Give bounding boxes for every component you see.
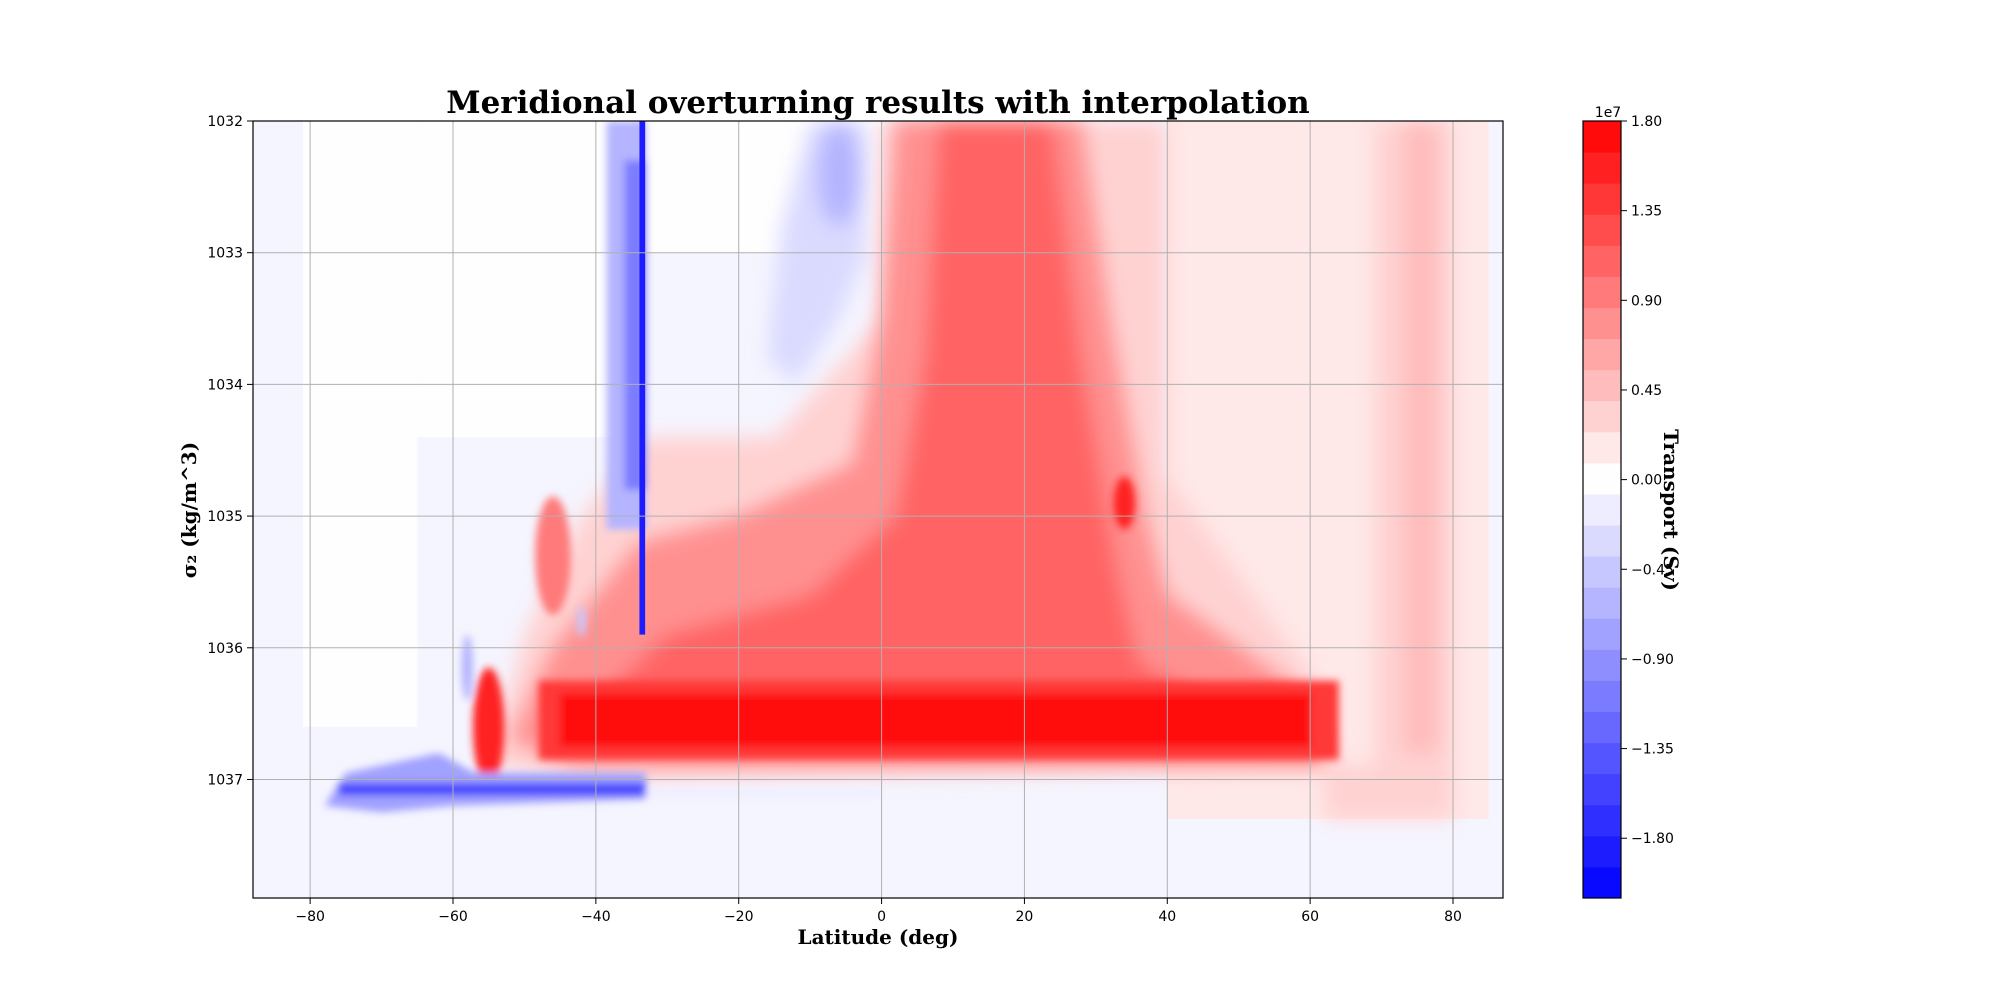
colorbar-level	[1583, 680, 1621, 713]
y-axis-ticks: 1032 1033 1034 1035 1036 1037	[207, 114, 253, 788]
colorbar-level	[1583, 152, 1621, 184]
x-tick-label: −20	[724, 909, 754, 925]
colorbar-level	[1583, 338, 1621, 371]
colorbar-ticks: 1.80 1.35 0.90 0.45 0.00 −0.45 −0.90 −1.35 −1.80	[1621, 114, 1674, 847]
x-tick-label: 0	[877, 909, 886, 925]
colorbar-tick-label: 1.35	[1631, 204, 1662, 220]
y-tick-label: 1035	[207, 509, 243, 525]
colorbar-tick-label: −0.45	[1631, 562, 1674, 578]
red-spot-45s	[535, 496, 571, 615]
colorbar-level	[1583, 618, 1621, 650]
x-axis-ticks: −80 −60 −40 −20 0 20 40 60 80	[295, 898, 1462, 925]
blue-spot-58s	[461, 634, 473, 701]
northern-red-band-core	[1403, 121, 1439, 754]
colorbar-level	[1583, 493, 1621, 526]
colorbar-frame	[1582, 120, 1622, 899]
y-tick-label: 1034	[207, 377, 243, 393]
colorbar-level	[1583, 400, 1621, 433]
red-spot-55s	[473, 667, 505, 787]
colorbar-level	[1583, 307, 1621, 340]
colorbar-level	[1583, 276, 1621, 308]
x-tick-label: 60	[1301, 909, 1319, 925]
colorbar-level	[1583, 214, 1621, 246]
band-faint-blue	[417, 121, 632, 438]
colorbar-level	[1583, 431, 1621, 464]
colorbar-label: Transport (Sv)	[1659, 429, 1683, 591]
colorbar-level	[1583, 711, 1621, 744]
vertical-blue-core	[639, 121, 646, 635]
x-axis-label: Latitude (deg)	[798, 925, 959, 949]
x-tick-label: 40	[1158, 909, 1176, 925]
colorbar-level	[1583, 804, 1621, 837]
plot-frame	[252, 120, 1504, 899]
southern-blue-core	[338, 783, 646, 796]
x-tick-label: −80	[295, 909, 325, 925]
colorbar-level	[1583, 587, 1621, 619]
x-tick-label: −60	[438, 909, 468, 925]
southern-blue-tail	[645, 790, 882, 797]
x-tick-label: 80	[1444, 909, 1462, 925]
colorbar-tick-label: −1.80	[1631, 831, 1674, 847]
colorbar-level	[1583, 773, 1621, 806]
x-tick-label: 20	[1016, 909, 1034, 925]
colorbar	[1583, 121, 1621, 899]
colorbar-level	[1583, 462, 1621, 495]
colorbar-tick-label: 1.80	[1631, 114, 1662, 130]
red-deep-core-max	[560, 693, 1311, 747]
colorbar-level	[1583, 369, 1621, 402]
y-tick-label: 1037	[207, 772, 243, 788]
colorbar-tick-label: −0.90	[1631, 652, 1674, 668]
colorbar-level	[1583, 742, 1621, 775]
colorbar-level	[1583, 121, 1621, 153]
colorbar-tick-label: 0.00	[1631, 473, 1662, 489]
colorbar-level	[1583, 866, 1621, 899]
contour-field	[303, 121, 1489, 819]
colorbar-level	[1583, 245, 1621, 277]
colorbar-tick-label: 0.90	[1631, 293, 1662, 309]
y-tick-label: 1036	[207, 641, 243, 657]
blue-spot-42s	[577, 605, 586, 638]
colorbar-level	[1583, 525, 1621, 557]
colorbar-level	[1583, 556, 1621, 588]
colorbar-level	[1583, 835, 1621, 868]
y-tick-label: 1032	[207, 114, 243, 130]
southern-blue-outer	[324, 753, 646, 813]
colorbar-level	[1583, 183, 1621, 215]
chart-title: Meridional overturning results with inte…	[446, 85, 1309, 121]
red-spot-35n	[1113, 476, 1136, 530]
colorbar-tick-label: −1.35	[1631, 742, 1674, 758]
x-tick-label: −40	[581, 909, 611, 925]
y-axis-label: σ₂ (kg/m^3)	[177, 442, 201, 578]
colorbar-multiplier: 1e7	[1595, 105, 1621, 121]
red-tail-north	[1324, 766, 1389, 819]
band-faint-red-south	[303, 121, 418, 727]
upper-blue-core	[817, 121, 861, 227]
colorbar-tick-label: 0.45	[1631, 383, 1662, 399]
colorbar-level	[1583, 649, 1621, 681]
red-cell-inner	[595, 121, 1203, 701]
y-tick-label: 1033	[207, 246, 243, 262]
